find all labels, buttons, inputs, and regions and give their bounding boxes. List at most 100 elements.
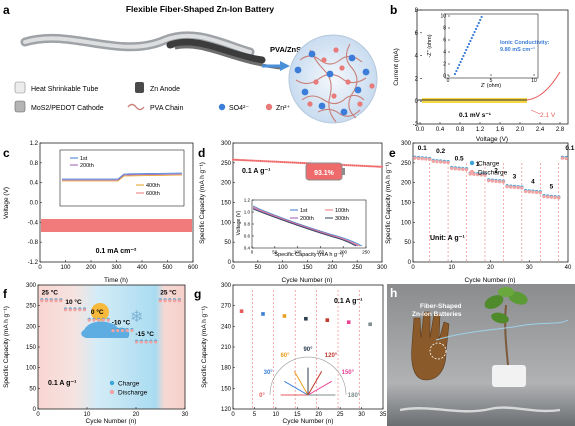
legend-label-d: 300th: [335, 216, 349, 222]
inset-curve-c-3: [62, 172, 183, 180]
capacity-retention: 93.1%: [314, 170, 335, 177]
cycle-point: [235, 158, 239, 161]
f-ytick-label: 250: [26, 304, 37, 310]
legend-label-f: Charge: [118, 381, 140, 388]
axes-e: 0 10 20 30 40 0 50 100 150 200 250 300: [401, 141, 572, 271]
cycle-point: [251, 159, 254, 162]
g-xtick-label: 10: [273, 412, 280, 418]
zn-ion: [345, 79, 351, 85]
zn-ion: [369, 83, 375, 89]
cycle-point: [297, 161, 300, 164]
discharge-point: [531, 190, 535, 194]
legend-label-d: 200th: [300, 216, 314, 222]
discharge-point: [158, 299, 162, 303]
legend-label-c: 400th: [146, 183, 160, 189]
legend-label-e: Charge: [478, 161, 500, 168]
discharge-point: [527, 190, 531, 194]
discharge-point: [87, 318, 91, 322]
f-ytick-label: 200: [26, 324, 37, 330]
discharge-point: [68, 308, 72, 312]
b-ytick-label: 0: [415, 99, 419, 105]
discharge-point: [54, 299, 58, 303]
discharge-point: [446, 160, 450, 165]
cycle-point: [269, 160, 272, 163]
cycle-point: [374, 165, 378, 168]
b-ytick-label: 4: [415, 54, 419, 60]
rate-label: 4: [531, 178, 535, 185]
legend-so4: SO4²⁻: [218, 103, 249, 112]
cycle-point: [378, 165, 382, 168]
b-inset-ytick-label: 8: [443, 26, 446, 32]
d-ytick-label: 250: [221, 161, 232, 167]
eis-point: [459, 60, 462, 64]
cycle-point: [277, 160, 280, 163]
discharge-point: [420, 157, 424, 161]
fiber-highlight: [23, 33, 252, 54]
discharge-point: [549, 195, 554, 199]
e-ytick-label: 200: [401, 181, 412, 187]
legend-anode-label: Zn Anode: [150, 86, 180, 93]
so4-icon: [218, 103, 226, 111]
e-xtick-label: 0: [411, 265, 415, 271]
d-inset-xtick-label: 150: [317, 250, 325, 255]
y-axis-label-f: Specific Capacity (mA h g⁻¹): [3, 306, 10, 388]
cycle-point: [363, 164, 366, 168]
battery-tip-icon: [342, 168, 345, 175]
c-xtick-label: 100: [60, 265, 71, 271]
ions: [294, 47, 375, 116]
f-ytick-label: 0: [33, 407, 37, 413]
g-xtick-label: 0: [231, 412, 235, 418]
fiber-end: [166, 38, 266, 64]
cycle-point: [343, 163, 346, 167]
pva-chain: [317, 108, 361, 117]
d-xtick-label: 200: [327, 265, 338, 271]
cycle-point: [285, 161, 288, 164]
b-xtick-label: 0.4: [436, 127, 445, 133]
d-ytick-label: 100: [221, 220, 232, 226]
angle-label: 90°: [303, 347, 313, 353]
discharge-point: [486, 178, 491, 183]
f-xtick-label: 0: [36, 412, 40, 418]
legend-cathode: MoS2/PEDOT Cathode: [14, 100, 104, 113]
so4-ion: [362, 68, 370, 76]
legend-label-c: 1st: [80, 156, 88, 162]
legend-chain-label: PVA Chain: [150, 105, 183, 112]
g-ytick-label: 300: [221, 283, 232, 289]
d-ytick-label: 0: [228, 260, 232, 266]
eis-point: [460, 57, 464, 61]
cycle-point: [253, 159, 256, 162]
d-inset-ytick-label: 0.4: [244, 246, 251, 251]
discharge-point: [494, 179, 498, 184]
anode-icon: [135, 82, 144, 93]
discharge-point: [498, 179, 502, 184]
discharge-point: [177, 299, 181, 303]
cathode-icon: [14, 100, 26, 113]
c-ytick-label: 1.2: [30, 141, 39, 147]
inset-x-label-b: Z' (ohm): [481, 83, 501, 89]
discharge-point: [44, 299, 49, 303]
eis-point: [473, 30, 476, 34]
d-inset-xtick-label: 50: [272, 250, 278, 255]
axes-d: 0 50 100 150 200 250 300 0 50 100 150 200 250 300: [221, 141, 388, 271]
e-xtick-label: 10: [448, 265, 455, 271]
chain-icon: [127, 103, 145, 111]
panel-e: e 0 10 20 30 40 0 50 100 150 200 250 300 0.1 0.2 0.5 1…: [385, 141, 575, 284]
discharge-point: [111, 328, 115, 333]
axes-b: 0.0 0.4 0.8 1.2 1.6 2.0 2.4 2.8 -2 0 2 4 6 8: [413, 8, 565, 133]
eis-point: [472, 33, 475, 37]
temperature-label: 0 °C: [91, 308, 104, 316]
g-ytick-label: 270: [221, 304, 232, 310]
discharge-point: [475, 172, 480, 177]
eis-point: [462, 54, 465, 58]
eis-inset-axes: 0 5 10 0 2 4 6 8 10: [440, 14, 537, 84]
current-density: 0.1 mA cm⁻²: [96, 248, 137, 255]
rate-unit: Unit: A g⁻¹: [430, 235, 465, 242]
discharge-point: [560, 156, 565, 160]
b-inset-ytick-label: 4: [443, 50, 446, 56]
e-ytick-label: 250: [401, 161, 412, 167]
legend-marker-f: [109, 380, 115, 386]
so4-ion: [348, 54, 356, 62]
legend-f: Charge Discharge: [109, 380, 148, 397]
